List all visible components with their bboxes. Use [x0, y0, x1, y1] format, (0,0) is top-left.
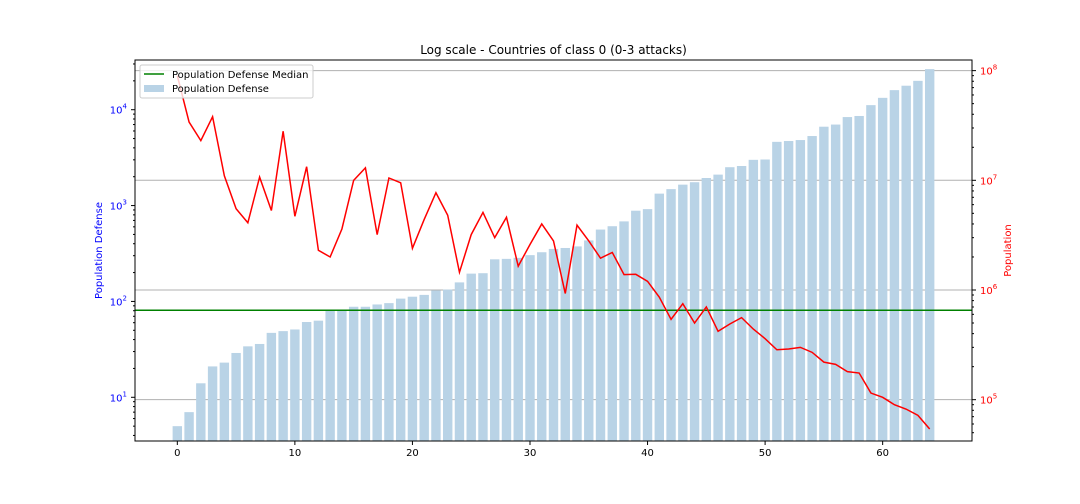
y-tick-label-right: 108	[980, 64, 997, 78]
bar	[501, 258, 512, 441]
y-tick-label-left: 103	[110, 199, 127, 213]
population-line	[176, 75, 931, 430]
bar	[184, 412, 194, 441]
bar	[560, 247, 570, 441]
bar	[725, 167, 735, 441]
bar	[807, 136, 817, 441]
bar	[736, 165, 747, 441]
y-tick-label-right: 107	[980, 173, 997, 187]
bar	[913, 80, 923, 441]
bar	[748, 159, 759, 441]
plot-frame	[134, 59, 973, 442]
bar	[854, 115, 864, 441]
legend-median-label: Population Defense Median	[172, 70, 309, 81]
x-tick-label: 50	[759, 448, 772, 459]
bar	[595, 229, 606, 441]
legend-box	[139, 64, 314, 99]
bar	[290, 329, 300, 441]
x-tick-label: 10	[289, 448, 302, 459]
bar	[924, 69, 935, 441]
bar	[442, 289, 453, 441]
y-tick-label-left: 104	[110, 103, 128, 117]
y-axis-left: 101 102 103 104	[110, 63, 135, 436]
bar	[219, 362, 230, 441]
chart-title: Log scale - Countries of class 0 (0-3 at…	[420, 43, 687, 57]
bar	[654, 193, 665, 441]
bar	[478, 273, 488, 441]
bar	[254, 343, 265, 441]
x-tick-label: 60	[876, 448, 889, 459]
bar	[783, 141, 794, 441]
x-tick-label: 0	[174, 448, 180, 459]
bar	[513, 257, 523, 441]
y-tick-label-right: 105	[980, 393, 997, 407]
bar	[395, 298, 406, 441]
bar	[619, 221, 629, 441]
bar	[842, 117, 853, 441]
bar	[819, 126, 829, 441]
bar	[313, 320, 324, 441]
bar	[337, 310, 347, 441]
bar	[454, 282, 465, 441]
bar	[666, 189, 676, 441]
bar	[631, 210, 641, 441]
y-axis-label-left: Population Defense	[94, 202, 105, 299]
y-tick-label-left: 101	[110, 390, 127, 404]
bar	[901, 85, 911, 442]
bar	[407, 296, 418, 441]
bar	[301, 322, 312, 441]
bar	[384, 303, 394, 441]
bar	[537, 252, 547, 441]
bar	[372, 304, 382, 441]
bar	[243, 346, 253, 441]
bar	[490, 259, 500, 441]
x-tick-label: 40	[641, 448, 654, 459]
bar	[266, 332, 277, 441]
bar	[360, 306, 371, 441]
y-axis-label-right: Population	[1003, 224, 1014, 277]
bar	[196, 383, 206, 441]
bar	[525, 255, 535, 441]
y-axis-right: 105 106 107 108	[972, 64, 998, 434]
bar	[431, 290, 441, 441]
legend-bar-swatch	[144, 85, 164, 92]
bar	[689, 182, 700, 441]
x-axis: 0 10 20 30 40 50 60	[174, 441, 889, 459]
bar	[419, 294, 429, 441]
bar	[348, 306, 359, 441]
bar	[584, 240, 594, 441]
legend-bar-label: Population Defense	[172, 84, 269, 95]
bar	[877, 97, 888, 441]
bar	[607, 226, 617, 441]
bar	[678, 184, 688, 441]
bar	[572, 246, 582, 441]
bar	[231, 352, 241, 441]
bar	[642, 209, 653, 441]
x-tick-label: 20	[406, 448, 419, 459]
bar	[548, 248, 559, 441]
bar	[325, 310, 335, 441]
y-tick-label-left: 102	[110, 294, 127, 308]
bar	[866, 105, 876, 442]
bar	[713, 174, 723, 441]
legend: Population Defense Median Population Def…	[139, 64, 314, 99]
bar	[772, 141, 782, 441]
bar	[278, 331, 288, 441]
bar	[795, 140, 806, 442]
bar	[760, 159, 770, 441]
bars	[172, 69, 935, 442]
bar	[889, 90, 900, 442]
bar	[172, 426, 183, 441]
bar	[466, 273, 476, 441]
y-tick-label-right: 106	[980, 283, 998, 297]
bar	[207, 366, 218, 441]
bar	[830, 124, 841, 442]
x-tick-label: 30	[524, 448, 537, 459]
